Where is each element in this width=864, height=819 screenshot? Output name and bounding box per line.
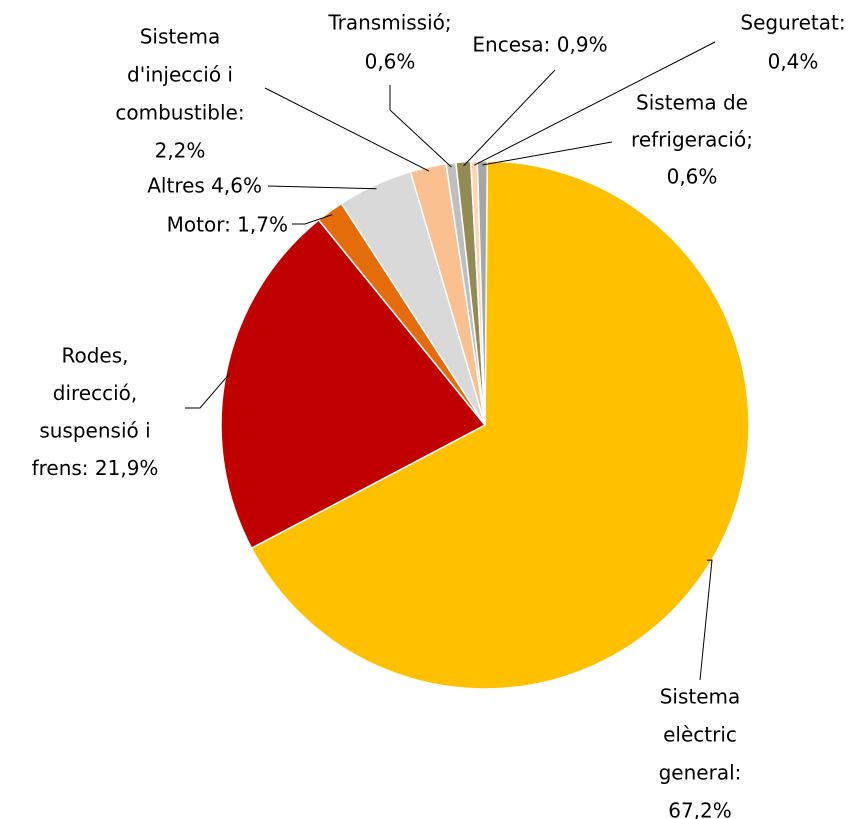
data-label: frens: 21,9% <box>32 456 159 480</box>
data-label: d'injecció i <box>127 63 233 87</box>
data-label: 67,2% <box>668 799 732 819</box>
data-label: combustible: <box>115 101 244 125</box>
data-label: 0,4% <box>768 50 819 74</box>
pie-slice <box>250 160 750 690</box>
data-label: Seguretat: <box>740 11 845 35</box>
data-label: Transmissió; <box>327 11 451 35</box>
data-label: elèctric <box>663 723 737 747</box>
leader-line <box>185 372 231 409</box>
data-label: direcció, <box>53 381 137 405</box>
data-label: Sistema <box>140 25 221 49</box>
leader-line <box>264 87 430 172</box>
data-label: refrigeració; <box>631 128 753 152</box>
data-label: suspensió i <box>39 419 150 443</box>
leader-line <box>292 214 333 225</box>
data-label: Sistema <box>660 685 741 709</box>
data-label: 0,6% <box>667 165 718 189</box>
data-label: 2,2% <box>155 139 206 163</box>
data-label: Encesa: 0,9% <box>472 33 607 57</box>
data-label: 0,6% <box>365 50 416 74</box>
leader-line <box>463 69 556 167</box>
data-label: Rodes, <box>61 344 128 368</box>
data-label: Sistema de <box>636 91 748 115</box>
leader-line <box>699 559 713 681</box>
leader-line <box>267 185 377 190</box>
data-label: general: <box>659 761 742 785</box>
leader-line <box>482 141 613 166</box>
leader-line <box>389 85 452 168</box>
leader-line <box>473 41 716 166</box>
data-label: Altres 4,6% <box>147 174 262 198</box>
data-label: Motor: 1,7% <box>167 213 288 237</box>
pie-slice <box>220 218 487 550</box>
